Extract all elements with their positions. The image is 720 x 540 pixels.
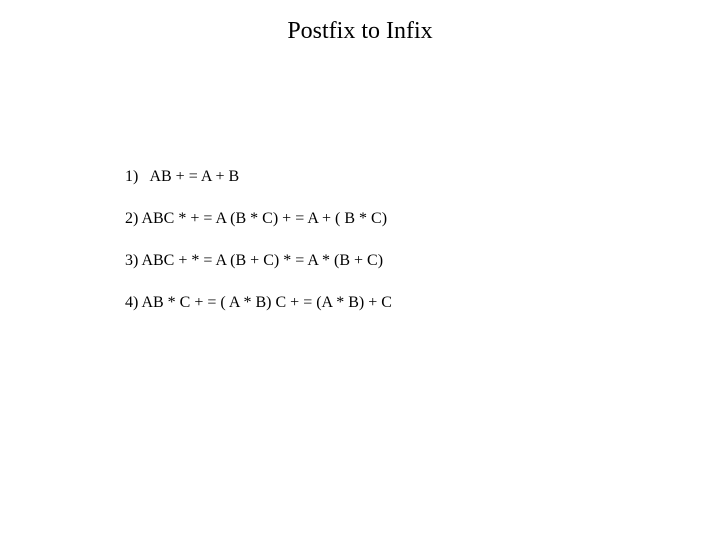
content-area: 1) AB + = A + B 2) ABC * + = A (B * C) +… [125,168,392,336]
example-line-2: 2) ABC * + = A (B * C) + = A + ( B * C) [125,210,392,228]
example-line-3: 3) ABC + * = A (B + C) * = A * (B + C) [125,252,392,270]
example-line-1: 1) AB + = A + B [125,168,392,186]
example-line-4: 4) AB * C + = ( A * B) C + = (A * B) + C [125,294,392,312]
slide-title: Postfix to Infix [0,18,720,45]
